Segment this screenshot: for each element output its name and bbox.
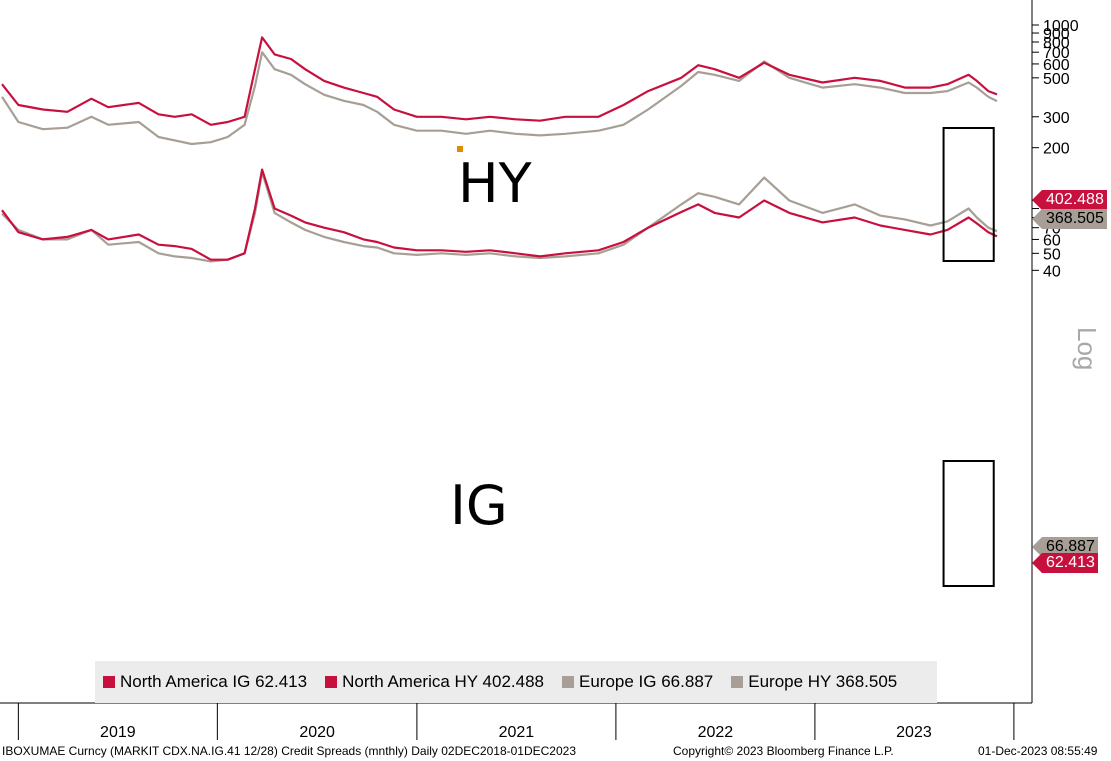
y-tick-label-1000: 1000 — [1043, 18, 1079, 35]
last-value-tag-eu-hy: 368.505 — [1032, 209, 1107, 229]
legend-item-eu-hy: Europe HY 368.505 — [731, 672, 897, 692]
x-tick-label-2019: 2019 — [100, 724, 136, 741]
legend-label-eu-ig: Europe IG 66.887 — [579, 672, 714, 691]
series-line-north-america-ig — [1, 168, 998, 261]
footer-source: IBOXUMAE Curncy (MARKIT CDX.NA.IG.41 12/… — [2, 744, 576, 758]
legend-swatch-na-hy — [325, 676, 338, 688]
legend-item-na-hy: North America HY 402.488 — [325, 672, 544, 692]
x-tick-label-2023: 2023 — [896, 724, 932, 741]
y-tick-label-40: 40 — [1043, 263, 1061, 280]
y-tick-label-500: 500 — [1043, 71, 1070, 88]
series-line-europe-ig — [1, 171, 998, 263]
y-tick-label-60: 60 — [1043, 232, 1061, 249]
x-tick-label-2022: 2022 — [698, 724, 734, 741]
x-tick-label-2021: 2021 — [499, 724, 535, 741]
right-axis: 1000900800700600500300200100908070605040 — [1031, 0, 1079, 703]
y-tick-label-50: 50 — [1043, 246, 1061, 263]
panel-label-hy: HY — [458, 152, 533, 215]
last-value-tag-eu-ig: 66.887 — [1032, 537, 1098, 557]
series-line-europe-hy — [1, 51, 998, 146]
legend-swatch-eu-hy — [731, 676, 744, 688]
legend-item-na-ig: North America IG 62.413 — [103, 672, 307, 692]
highlight-box-ig — [942, 460, 995, 587]
panel-label-ig: IG — [450, 474, 508, 537]
last-value-tag-na-hy: 402.488 — [1032, 190, 1107, 210]
y-tick-label-600: 600 — [1043, 57, 1070, 74]
y-tick-label-300: 300 — [1043, 110, 1070, 127]
highlight-boxes — [942, 127, 995, 587]
y-tick-label-200: 200 — [1043, 141, 1070, 158]
y-tick-label-800: 800 — [1043, 35, 1070, 52]
footer-timestamp: 01-Dec-2023 08:55:49 — [978, 744, 1098, 758]
legend: North America IG 62.413 North America HY… — [95, 661, 937, 703]
legend-label-na-ig: North America IG 62.413 — [120, 672, 308, 691]
y-tick-label-900: 900 — [1043, 26, 1070, 43]
axis-scale-label: Log — [1072, 327, 1102, 370]
x-axis: 2019 2020 2021 2022 2023 — [0, 702, 1032, 741]
legend-swatch-na-ig — [103, 676, 115, 688]
series-layer — [1, 36, 998, 263]
legend-label-na-hy: North America HY 402.488 — [342, 672, 545, 691]
series-line-north-america-hy — [1, 36, 998, 126]
footer-copyright: Copyright© 2023 Bloomberg Finance L.P. — [673, 744, 894, 758]
x-tick-label-2020: 2020 — [299, 724, 335, 741]
last-value-tag-na-ig: 62.413 — [1032, 553, 1098, 573]
highlight-box-hy — [942, 127, 995, 262]
legend-swatch-eu-ig — [562, 676, 575, 688]
legend-item-eu-ig: Europe IG 66.887 — [562, 672, 713, 692]
annotation-marker — [457, 146, 463, 152]
legend-label-eu-hy: Europe HY 368.505 — [748, 672, 898, 691]
y-tick-label-700: 700 — [1043, 45, 1070, 62]
